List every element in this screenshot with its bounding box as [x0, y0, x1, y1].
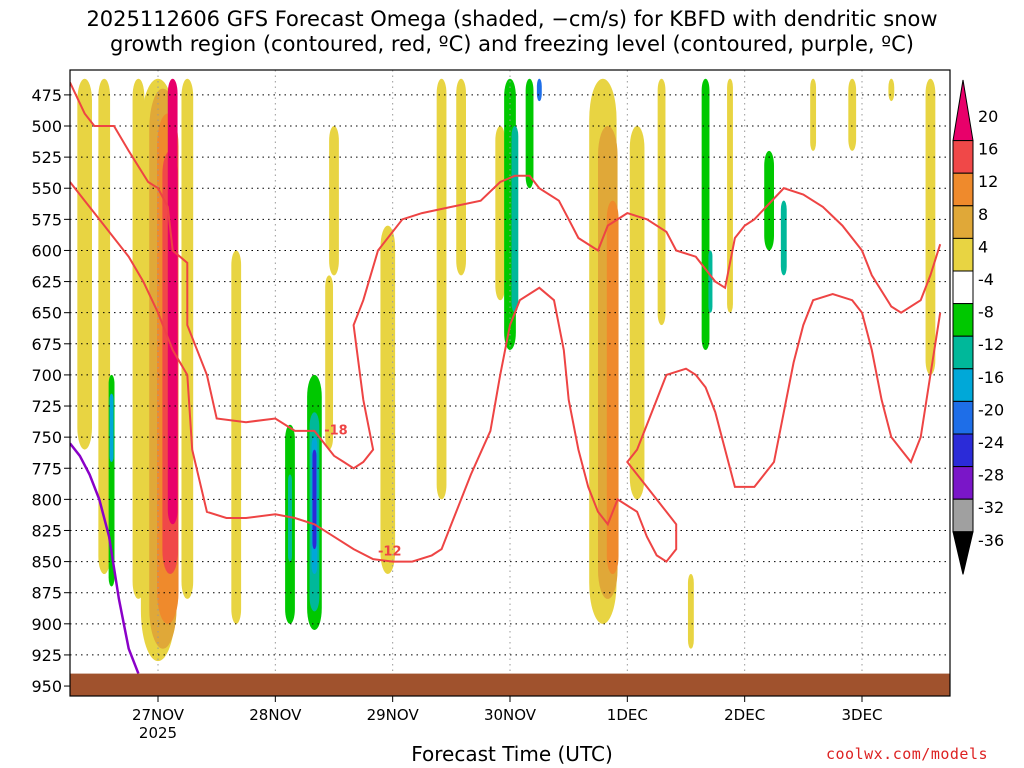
colorbar-label--12: -12 [978, 335, 1004, 354]
xtick-label-3DEC: 3DEC [841, 706, 882, 724]
x-axis-label: Forecast Time (UTC) [411, 742, 613, 766]
xtick-label-27NOV: 27NOV [132, 706, 185, 724]
ytick-label-575: 575 [31, 210, 62, 229]
colorbar-label--36: -36 [978, 531, 1004, 550]
dgz-contour-label-1: -12 [378, 544, 402, 559]
omega-blob-25 [511, 126, 519, 313]
omega-blob-27 [536, 78, 542, 102]
omega-blob-32 [657, 78, 666, 326]
omega-blob-3 [109, 393, 114, 463]
omega-blob-30 [606, 200, 619, 575]
omega-blob-21 [436, 78, 447, 500]
colorbar-swatch--32 [952, 498, 974, 533]
dgz-contour--18-0 [70, 81, 942, 470]
omega-blob-9 [167, 78, 178, 525]
omega-blob-41 [888, 78, 895, 102]
colorbar-label-8: 8 [978, 205, 988, 224]
ytick-label-850: 850 [31, 553, 62, 572]
colorbar-swatch-16 [952, 140, 974, 174]
omega-blob-37 [764, 150, 774, 251]
omega-blob-23 [495, 126, 506, 301]
terrain-band [70, 673, 950, 696]
colorbar-label--8: -8 [978, 303, 994, 322]
omega-blob-19 [325, 275, 334, 450]
credit-text[interactable]: coolwx.com/models [826, 745, 989, 763]
colorbar-label--20: -20 [978, 400, 1004, 419]
colorbar-label-4: 4 [978, 237, 988, 256]
omega-blob-40 [848, 78, 857, 151]
colorbar-label-20: 20 [978, 107, 998, 126]
omega-blob-33 [687, 574, 694, 649]
omega-blob-22 [456, 78, 466, 276]
ytick-label-725: 725 [31, 397, 62, 416]
colorbar-label--4: -4 [978, 270, 994, 289]
colorbar-swatch--4 [952, 270, 974, 305]
colorbar-label-12: 12 [978, 172, 998, 191]
colorbar-swatch-4 [952, 237, 974, 272]
colorbar-swatch--16 [952, 368, 974, 402]
omega-blob-18 [329, 126, 339, 276]
colorbar-swatch-20 [952, 79, 974, 142]
colorbar-label--32: -32 [978, 498, 1004, 517]
ytick-label-475: 475 [31, 86, 62, 105]
ytick-label-950: 950 [31, 677, 62, 696]
omega-blob-1 [98, 78, 111, 575]
omega-blob-38 [780, 200, 787, 276]
omega-blob-35 [708, 250, 713, 313]
ytick-label-625: 625 [31, 273, 62, 292]
dgz-contour-label-0: -18 [324, 424, 348, 439]
xtick-label-2DEC: 2DEC [724, 706, 765, 724]
colorbar-swatch-12 [952, 172, 974, 207]
ytick-label-925: 925 [31, 646, 62, 665]
ytick-label-775: 775 [31, 459, 62, 478]
ytick-label-500: 500 [31, 117, 62, 136]
freezing-level-contour [70, 442, 140, 675]
ytick-label-525: 525 [31, 148, 62, 167]
omega-blob-42 [925, 78, 936, 375]
ytick-label-650: 650 [31, 304, 62, 323]
omega-blob-34 [701, 78, 710, 351]
omega-blob-0 [77, 78, 92, 450]
omega-blob-10 [181, 78, 194, 599]
colorbar-swatch--24 [952, 433, 974, 468]
colorbar-label-16: 16 [978, 140, 998, 159]
xtick-label-1DEC: 1DEC [607, 706, 648, 724]
dgz-contour--12-1 [70, 181, 942, 563]
ytick-label-800: 800 [31, 490, 62, 509]
ytick-label-825: 825 [31, 521, 62, 540]
xtick-label-28NOV: 28NOV [249, 706, 302, 724]
colorbar-swatch--20 [952, 400, 974, 435]
chart-title-line2: growth region (contoured, red, ºC) and f… [110, 32, 914, 56]
chart-title-line1: 2025112606 GFS Forecast Omega (shaded, −… [86, 7, 938, 31]
colorbar-label--28: -28 [978, 466, 1004, 485]
colorbar-label--24: -24 [978, 433, 1004, 452]
omega-blob-26 [525, 78, 534, 189]
ytick-label-900: 900 [31, 615, 62, 634]
colorbar-label--16: -16 [978, 368, 1004, 387]
colorbar-swatch--36 [952, 531, 974, 575]
colorbar-swatch-8 [952, 205, 974, 239]
colorbar-swatch--8 [952, 303, 974, 337]
omega-blob-39 [810, 78, 817, 151]
ytick-label-875: 875 [31, 584, 62, 603]
colorbar-swatch--28 [952, 466, 974, 500]
ytick-label-700: 700 [31, 366, 62, 385]
ytick-label-750: 750 [31, 428, 62, 447]
ytick-label-675: 675 [31, 335, 62, 354]
xtick-label-29NOV: 29NOV [367, 706, 420, 724]
xtick-sublabel-27NOV: 2025 [139, 724, 177, 742]
ytick-label-600: 600 [31, 241, 62, 260]
ytick-label-550: 550 [31, 179, 62, 198]
xtick-label-30NOV: 30NOV [484, 706, 537, 724]
colorbar-swatch--12 [952, 335, 974, 370]
